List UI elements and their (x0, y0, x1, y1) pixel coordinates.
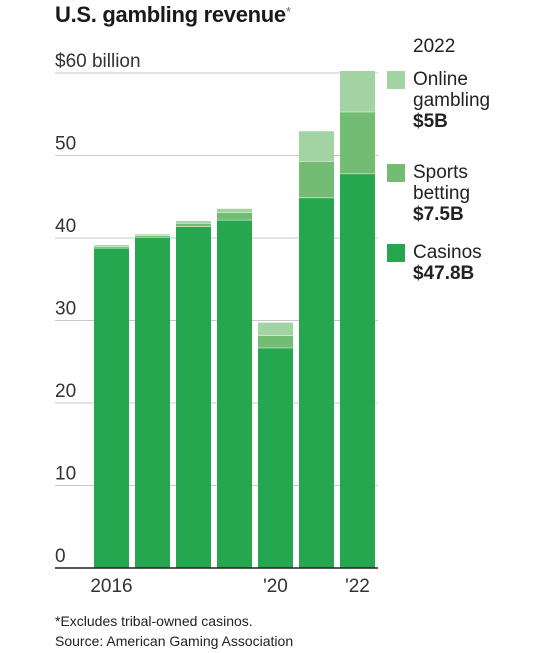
bar-segment-sports-betting (340, 111, 375, 174)
footnote: *Excludes tribal-owned casinos. (55, 613, 253, 629)
legend-series-name: Online gambling (413, 69, 491, 111)
bar-segment-casinos (217, 219, 252, 568)
y-tick-label: 30 (55, 299, 76, 320)
bar-segment-casinos (176, 226, 211, 568)
x-tick-label: '22 (345, 576, 370, 597)
y-tick-label: 0 (55, 546, 66, 567)
y-tick-label: 50 (55, 134, 76, 155)
legend-swatch (387, 164, 405, 182)
bar-segment-sports-betting (94, 246, 129, 248)
bar-segment-sports-betting (135, 235, 170, 238)
bar-segment-sports-betting (299, 161, 334, 198)
legend-series-value: $47.8B (413, 263, 475, 284)
bar-segment-online-gambling (258, 322, 293, 336)
bar-segment-casinos (135, 237, 170, 569)
chart-title: U.S. gambling revenue* (55, 2, 291, 28)
bar-segment-casinos (258, 347, 293, 568)
x-tick-label: '20 (263, 576, 288, 597)
legend-swatch (387, 244, 405, 262)
bar-segment-casinos (299, 197, 334, 568)
bar-segment-online-gambling (217, 208, 252, 213)
legend-series-value: $5B (413, 111, 448, 132)
legend-series-name: Casinos (413, 242, 482, 263)
legend-series-value: $7.5B (413, 204, 464, 225)
legend-year: 2022 (413, 36, 456, 57)
title-text: U.S. gambling revenue (55, 2, 286, 27)
legend-label: Casinos $47.8B (413, 242, 547, 284)
y-tick-label: 20 (55, 381, 76, 402)
bar-segment-online-gambling (299, 130, 334, 162)
source-note: Source: American Gaming Association (55, 633, 294, 649)
y-tick-label: 10 (55, 464, 76, 485)
bar-segment-casinos (340, 173, 375, 568)
legend-label: Online gambling $5B (413, 69, 547, 132)
bar-segment-online-gambling (94, 244, 129, 247)
bar-segment-online-gambling (340, 70, 375, 112)
bar-segment-online-gambling (135, 233, 170, 236)
legend-label: Sports betting $7.5B (413, 162, 547, 225)
x-tick-label: 2016 (90, 576, 132, 597)
y-tick-label: $60 billion (55, 51, 141, 72)
bar-segment-online-gambling (176, 220, 211, 224)
bar-segment-sports-betting (217, 212, 252, 220)
title-footnote-mark: * (285, 4, 291, 19)
legend-series-name: Sports betting (413, 162, 471, 204)
bar-segment-sports-betting (176, 223, 211, 227)
bar-segment-sports-betting (258, 335, 293, 348)
legend-swatch (387, 71, 405, 89)
bar-segment-casinos (94, 247, 129, 568)
y-tick-label: 40 (55, 216, 76, 237)
